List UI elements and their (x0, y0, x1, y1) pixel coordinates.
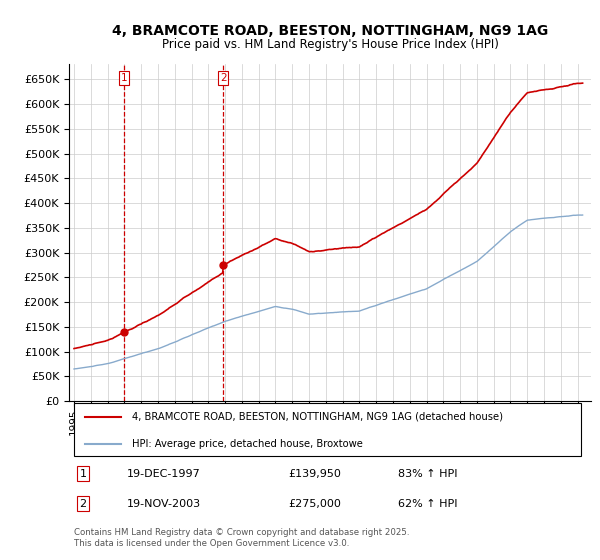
Text: 1: 1 (121, 73, 127, 83)
Text: 4, BRAMCOTE ROAD, BEESTON, NOTTINGHAM, NG9 1AG (detached house): 4, BRAMCOTE ROAD, BEESTON, NOTTINGHAM, N… (131, 412, 503, 422)
Text: Price paid vs. HM Land Registry's House Price Index (HPI): Price paid vs. HM Land Registry's House … (161, 38, 499, 52)
Text: 19-NOV-2003: 19-NOV-2003 (127, 499, 200, 509)
Text: 4, BRAMCOTE ROAD, BEESTON, NOTTINGHAM, NG9 1AG: 4, BRAMCOTE ROAD, BEESTON, NOTTINGHAM, N… (112, 24, 548, 38)
Text: 2: 2 (79, 499, 86, 509)
Text: 1: 1 (79, 469, 86, 479)
Text: 62% ↑ HPI: 62% ↑ HPI (398, 499, 457, 509)
Text: 2: 2 (220, 73, 226, 83)
Text: 83% ↑ HPI: 83% ↑ HPI (398, 469, 457, 479)
Text: £275,000: £275,000 (288, 499, 341, 509)
Text: £139,950: £139,950 (288, 469, 341, 479)
Text: HPI: Average price, detached house, Broxtowe: HPI: Average price, detached house, Brox… (131, 438, 362, 449)
Text: 19-DEC-1997: 19-DEC-1997 (127, 469, 200, 479)
Text: Contains HM Land Registry data © Crown copyright and database right 2025.
This d: Contains HM Land Registry data © Crown c… (74, 529, 410, 548)
